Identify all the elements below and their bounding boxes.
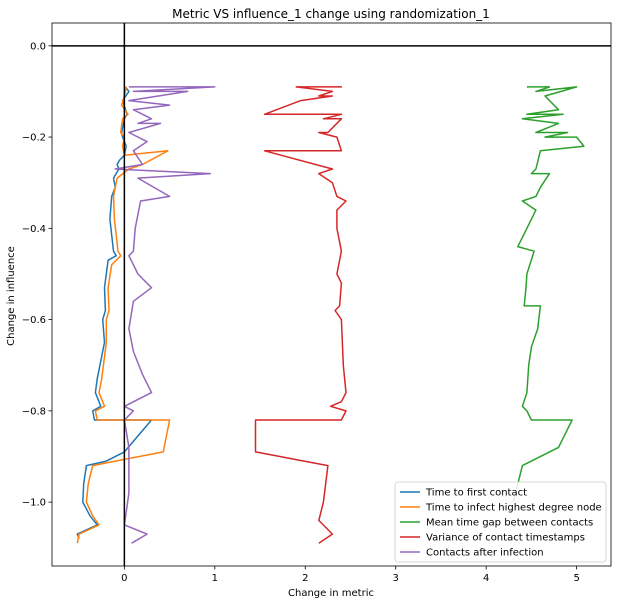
legend-label: Mean time gap between contacts	[426, 518, 593, 529]
y-tick-label: 0.0	[30, 41, 46, 52]
x-tick-label: 5	[573, 573, 579, 584]
legend-label: Time to infect highest degree node	[425, 503, 602, 514]
legend-label: Contacts after infection	[426, 548, 544, 559]
legend: Time to first contact Time to infect high…	[394, 481, 607, 563]
chart-title: Metric VS influence_1 change using rando…	[172, 7, 490, 21]
legend-label: Variance of contact timestamps	[426, 533, 585, 544]
legend-box	[394, 481, 607, 563]
y-tick-label: −1.0	[22, 498, 46, 509]
x-tick-label: 2	[302, 573, 308, 584]
y-axis-label: Change in influence	[6, 246, 17, 346]
series-line-5	[114, 86, 216, 544]
y-tick-label: −0.6	[22, 315, 46, 326]
plot-area: 0 1 2 3 4 5 0.0 −0.2 −0.4 −0.6 −0.8 −1.0	[22, 22, 612, 584]
x-tick-label: 1	[212, 573, 218, 584]
x-tick-label: 0	[121, 573, 127, 584]
x-tick-label: 4	[483, 573, 489, 584]
x-axis-label: Change in metric	[288, 588, 374, 599]
plot-frame	[51, 22, 612, 567]
x-tick-label: 3	[393, 573, 399, 584]
series-line-3	[512, 86, 585, 503]
series-line-1	[76, 86, 153, 539]
legend-label: Time to first contact	[425, 488, 527, 499]
y-tick-label: −0.4	[22, 224, 46, 235]
y-tick-label: −0.2	[22, 133, 46, 144]
series-line-4	[254, 86, 347, 544]
y-tick-label: −0.8	[22, 406, 46, 417]
